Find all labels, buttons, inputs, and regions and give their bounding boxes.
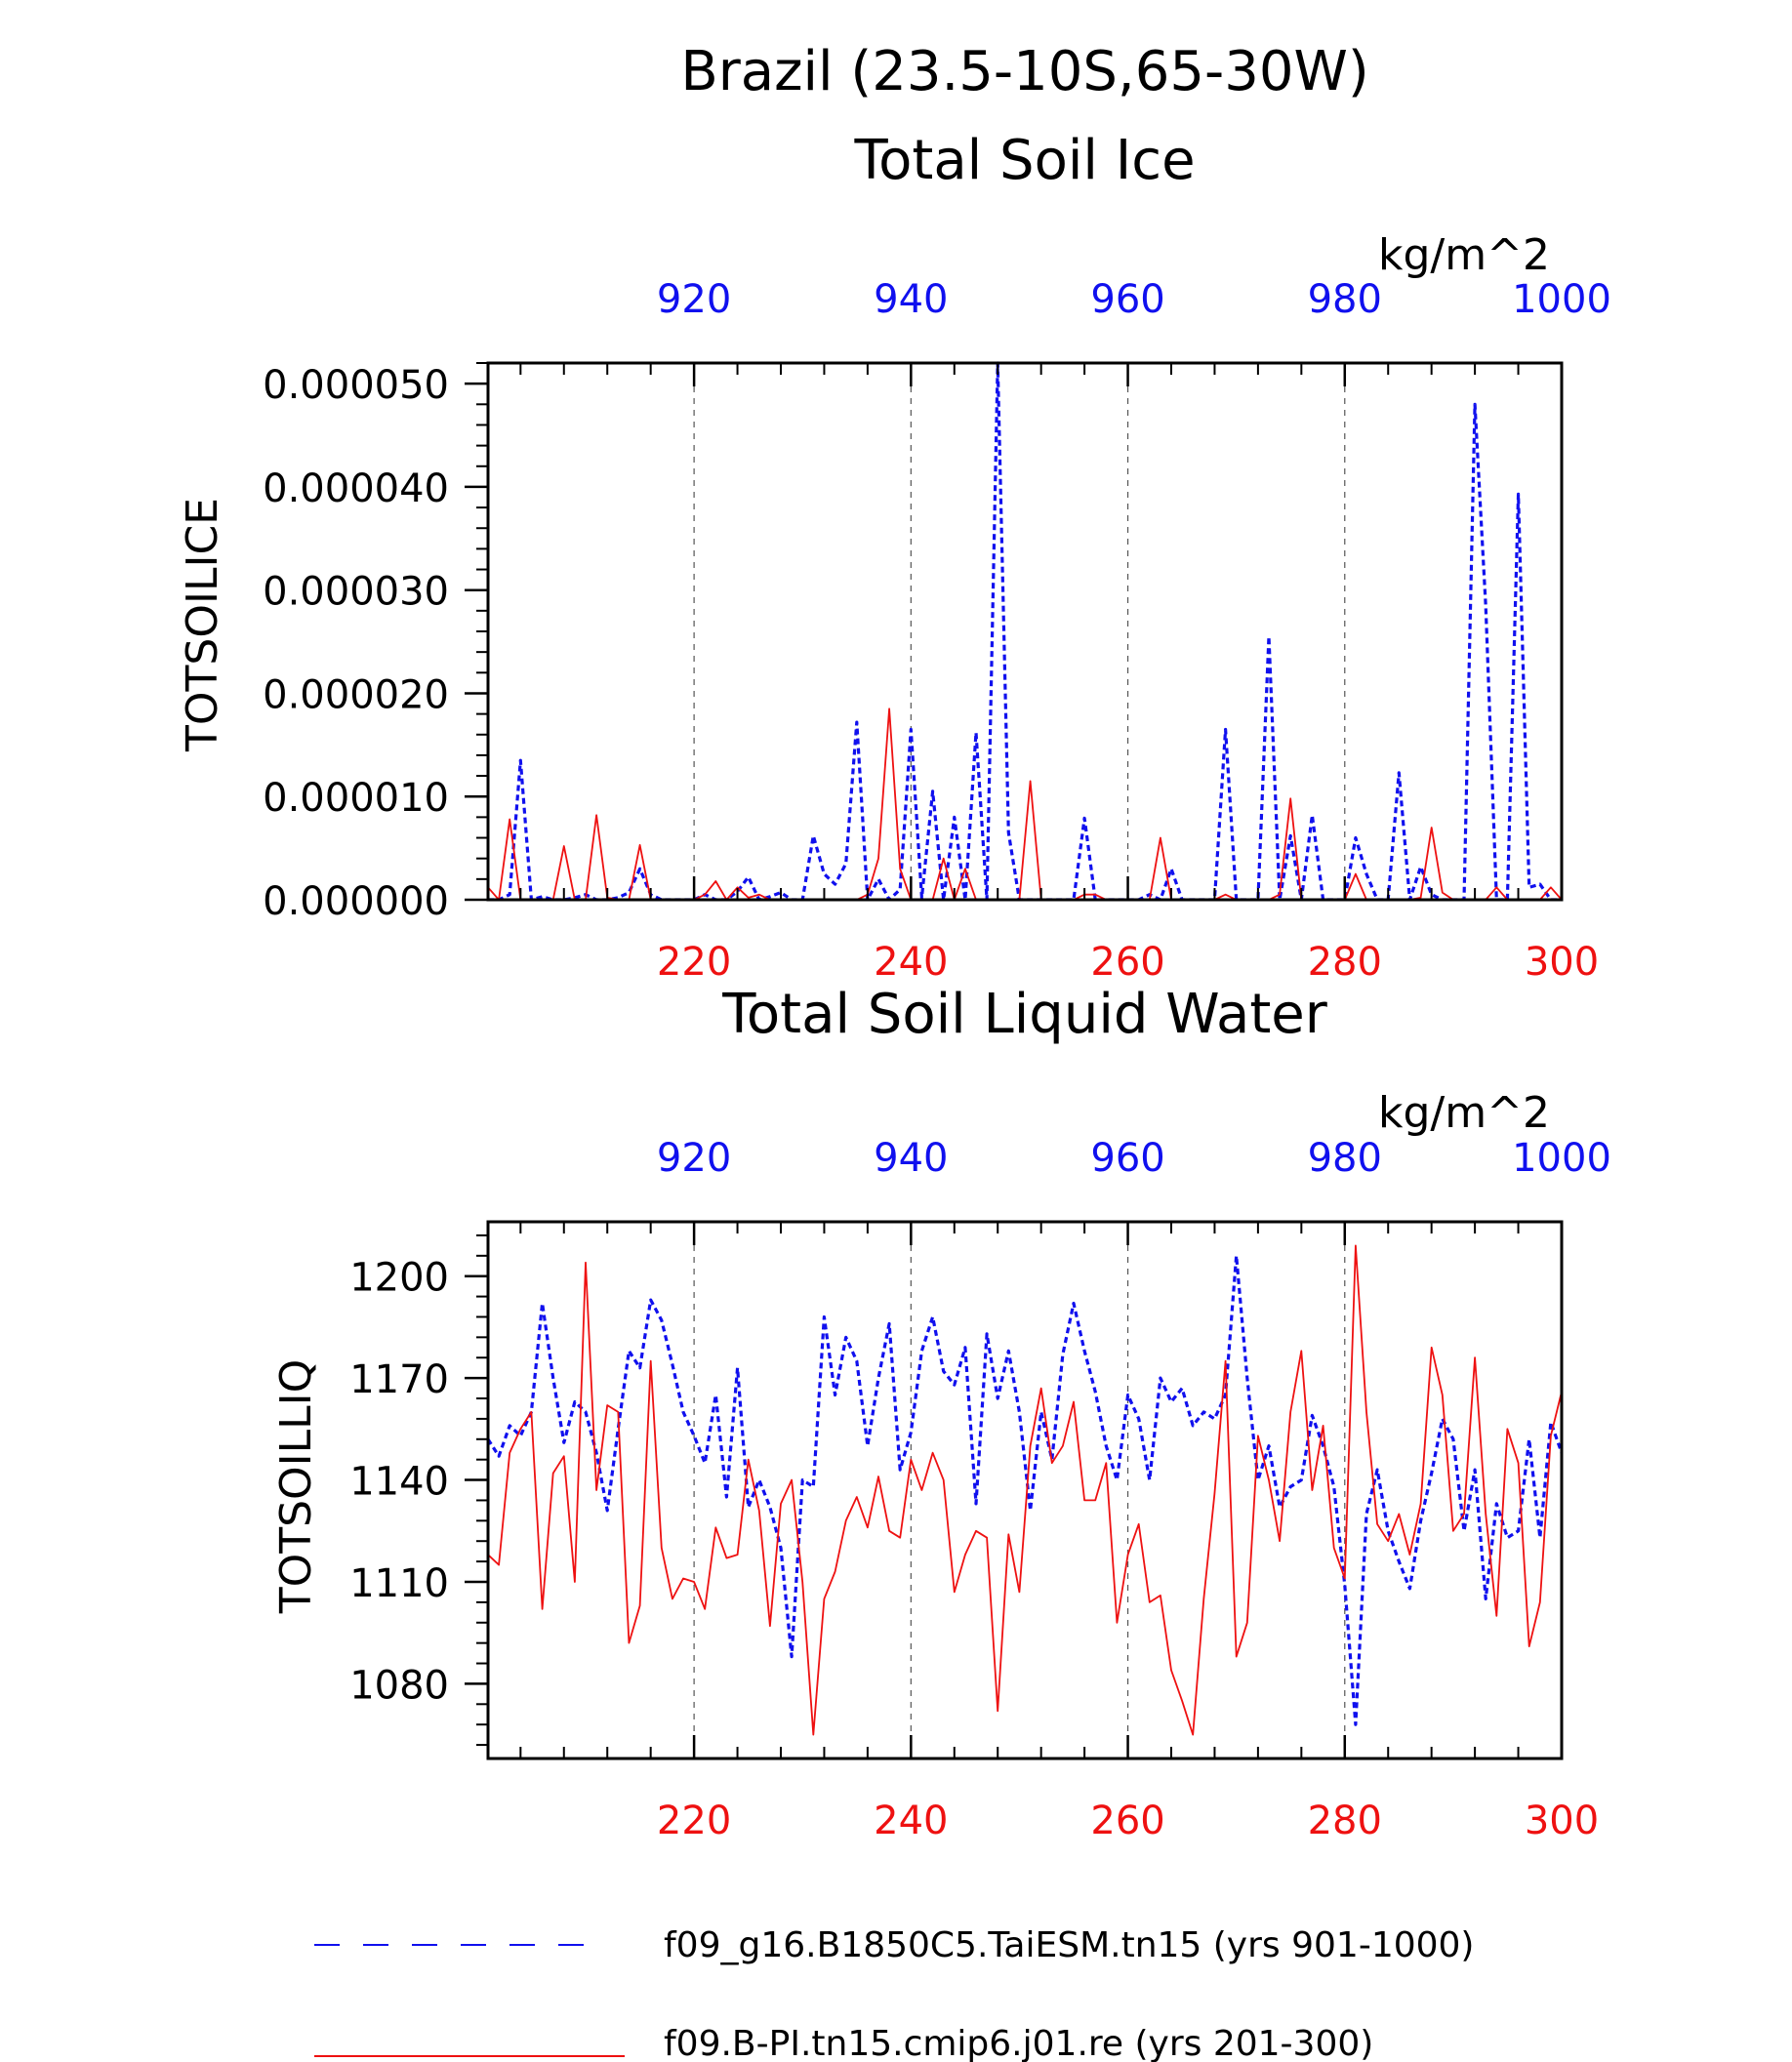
x-tick-label-top: 960 [1090, 1136, 1164, 1181]
series-line-red [488, 1244, 1562, 1736]
x-tick-label-top: 940 [874, 277, 948, 322]
x-tick-label-bottom: 240 [874, 940, 948, 985]
y-tick-label: 0.000050 [263, 363, 449, 408]
x-tick-label-top: 920 [657, 277, 731, 322]
y-tick-label: 1080 [349, 1663, 449, 1708]
x-tick-label-bottom: 280 [1308, 940, 1382, 985]
x-tick-label-bottom: 300 [1525, 1799, 1599, 1843]
series-line-blue [488, 361, 1562, 900]
x-tick-label-bottom: 240 [874, 1799, 948, 1843]
y-tick-label: 0.000000 [263, 879, 449, 924]
panel-soil-ice: Total Soil Ice kg/m^2 TOTSOILICE 0.00000… [178, 129, 1611, 985]
legend-label-red: f09.B-PI.tn15.cmip6.j01.re (yrs 201-300) [664, 2024, 1373, 2062]
x-tick-label-top: 1000 [1512, 277, 1611, 322]
x-tick-label-top: 980 [1308, 1136, 1382, 1181]
plot-frame [486, 1220, 1564, 1760]
panel-title-soil-ice: Total Soil Ice [853, 129, 1195, 192]
panel-title-soil-liquid: Total Soil Liquid Water [721, 983, 1328, 1046]
x-tick-label-bottom: 220 [657, 1799, 731, 1843]
y-tick-label: 0.000020 [263, 672, 449, 717]
series-line-red [488, 708, 1562, 900]
x-tick-label-bottom: 300 [1525, 940, 1599, 985]
x-tick-label-top: 960 [1090, 277, 1164, 322]
x-tick-label-top: 920 [657, 1136, 731, 1181]
y-tick-label: 1110 [349, 1561, 449, 1606]
x-tick-label-top: 940 [874, 1136, 948, 1181]
y-tick-label: 1170 [349, 1357, 449, 1402]
x-tick-label-bottom: 260 [1090, 1799, 1164, 1843]
x-tick-label-bottom: 260 [1090, 940, 1164, 985]
x-tick-label-bottom: 220 [657, 940, 731, 985]
plot-frame [486, 361, 1564, 902]
series-line-blue [488, 1254, 1562, 1726]
legend-label-blue: f09_g16.B1850C5.TaiESM.tn15 (yrs 901-100… [664, 1925, 1474, 1965]
units-label-soil-ice: kg/m^2 [1378, 230, 1550, 280]
x-tick-label-top: 1000 [1512, 1136, 1611, 1181]
y-axis-label-soil-ice: TOTSOILICE [178, 498, 227, 752]
y-tick-label: 0.000010 [263, 776, 449, 821]
y-tick-label: 0.000040 [263, 466, 449, 511]
panel-soil-liquid: Total Soil Liquid Water kg/m^2 TOTSOILLI… [271, 983, 1611, 1843]
units-label-soil-liquid: kg/m^2 [1378, 1088, 1550, 1138]
region-title: Brazil (23.5-10S,65-30W) [680, 40, 1368, 103]
legend: f09_g16.B1850C5.TaiESM.tn15 (yrs 901-100… [314, 1925, 1474, 2062]
x-tick-label-bottom: 280 [1308, 1799, 1382, 1843]
x-tick-label-top: 980 [1308, 277, 1382, 322]
y-tick-label: 0.000030 [263, 570, 449, 615]
y-tick-label: 1140 [349, 1460, 449, 1505]
y-tick-label: 1200 [349, 1256, 449, 1301]
y-axis-label-soil-liquid: TOTSOILLIQ [271, 1359, 321, 1615]
